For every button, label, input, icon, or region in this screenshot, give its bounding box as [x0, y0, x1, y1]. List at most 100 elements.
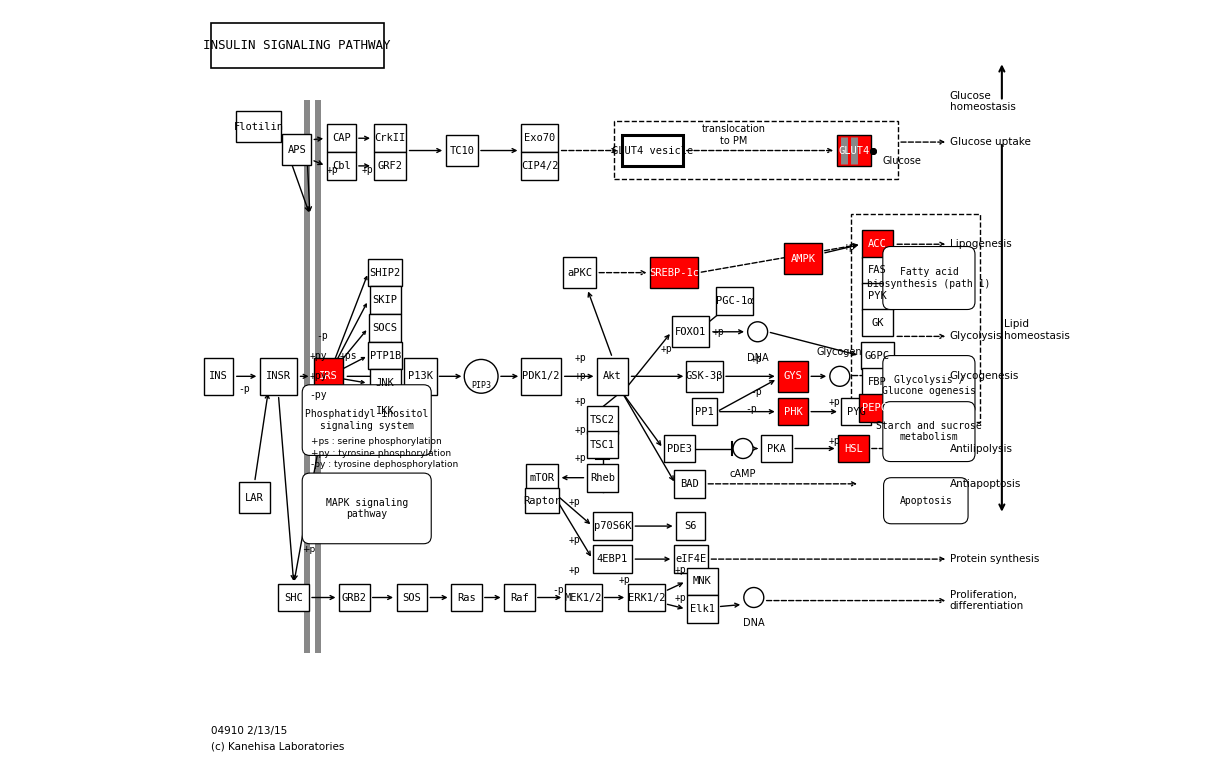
Text: HSL: HSL: [845, 443, 863, 454]
Text: GSK-3β: GSK-3β: [686, 371, 723, 382]
Text: +p: +p: [327, 164, 339, 175]
FancyBboxPatch shape: [316, 100, 322, 653]
FancyBboxPatch shape: [693, 398, 717, 425]
Text: G6PC: G6PC: [865, 350, 890, 361]
Text: (c) Kanehisa Laboratories: (c) Kanehisa Laboratories: [211, 741, 345, 752]
FancyBboxPatch shape: [862, 230, 893, 258]
FancyBboxPatch shape: [302, 385, 431, 455]
Text: FAS: FAS: [868, 265, 887, 276]
Text: MEK1/2: MEK1/2: [565, 592, 602, 603]
Text: Raf: Raf: [510, 592, 529, 603]
FancyBboxPatch shape: [304, 100, 310, 653]
Text: +p: +p: [660, 343, 672, 354]
Text: -p: -p: [552, 584, 564, 595]
Text: translocation
to PM: translocation to PM: [701, 124, 766, 146]
FancyBboxPatch shape: [783, 243, 822, 274]
FancyBboxPatch shape: [327, 124, 355, 152]
Text: -p: -p: [237, 383, 249, 394]
FancyBboxPatch shape: [504, 584, 535, 611]
Text: +py: +py: [310, 350, 327, 361]
Text: +p: +p: [618, 574, 630, 585]
FancyBboxPatch shape: [211, 23, 383, 68]
Text: PKA: PKA: [768, 443, 786, 454]
FancyBboxPatch shape: [587, 406, 618, 434]
Text: +p: +p: [362, 164, 374, 175]
Text: DNA: DNA: [743, 618, 765, 628]
Text: +py: +py: [310, 370, 327, 381]
FancyBboxPatch shape: [370, 286, 400, 314]
Text: LAR: LAR: [246, 492, 264, 503]
FancyBboxPatch shape: [374, 152, 406, 180]
FancyBboxPatch shape: [860, 342, 894, 369]
Text: +ps : serine phosphorylation: +ps : serine phosphorylation: [311, 437, 441, 446]
FancyBboxPatch shape: [302, 473, 431, 544]
Text: GK: GK: [871, 317, 883, 328]
FancyBboxPatch shape: [369, 314, 401, 342]
FancyBboxPatch shape: [672, 316, 710, 347]
FancyBboxPatch shape: [676, 512, 705, 540]
Text: Glycogen: Glycogen: [817, 347, 863, 357]
Text: CAP: CAP: [333, 133, 351, 144]
FancyBboxPatch shape: [628, 584, 665, 611]
FancyBboxPatch shape: [674, 545, 707, 573]
FancyBboxPatch shape: [593, 545, 631, 573]
FancyBboxPatch shape: [563, 257, 595, 288]
Text: cAMP: cAMP: [730, 469, 757, 479]
Text: BAD: BAD: [680, 478, 699, 489]
FancyBboxPatch shape: [370, 369, 400, 397]
Text: +p: +p: [844, 242, 856, 253]
Text: -p: -p: [745, 404, 757, 415]
FancyBboxPatch shape: [883, 247, 975, 310]
Text: DNA: DNA: [747, 353, 769, 362]
Text: Flotilin: Flotilin: [234, 121, 283, 132]
FancyBboxPatch shape: [282, 134, 311, 165]
FancyBboxPatch shape: [260, 358, 296, 395]
Text: +p: +p: [829, 435, 840, 446]
Text: +p: +p: [674, 564, 686, 575]
Text: 04910 2/13/15: 04910 2/13/15: [211, 726, 287, 737]
Circle shape: [747, 322, 768, 342]
Text: -p: -p: [316, 331, 328, 342]
Text: +p: +p: [575, 353, 586, 363]
Text: Proliferation,
differentiation: Proliferation, differentiation: [950, 590, 1024, 611]
Text: SREBP-1c: SREBP-1c: [649, 267, 699, 278]
FancyBboxPatch shape: [446, 135, 478, 166]
Text: -py : tyrosine dephosphorylation: -py : tyrosine dephosphorylation: [311, 460, 458, 469]
Text: INSR: INSR: [266, 371, 290, 382]
Text: IKK: IKK: [376, 406, 394, 416]
Text: Exo70: Exo70: [524, 133, 556, 144]
FancyBboxPatch shape: [204, 358, 233, 395]
FancyBboxPatch shape: [521, 124, 558, 152]
Text: Elk1: Elk1: [689, 604, 715, 614]
Text: TSC2: TSC2: [590, 415, 615, 425]
FancyBboxPatch shape: [841, 398, 871, 425]
Text: PHK: PHK: [783, 406, 803, 417]
FancyBboxPatch shape: [651, 257, 698, 288]
Text: +py : tyrosine phosphorylation: +py : tyrosine phosphorylation: [311, 449, 451, 458]
FancyBboxPatch shape: [313, 358, 343, 395]
FancyBboxPatch shape: [278, 584, 310, 611]
Text: P13K: P13K: [408, 371, 433, 382]
Text: Glycolysis: Glycolysis: [950, 331, 1003, 342]
FancyBboxPatch shape: [521, 152, 558, 180]
FancyBboxPatch shape: [836, 135, 870, 166]
Text: Starch and sucrose
metabolism: Starch and sucrose metabolism: [876, 421, 982, 442]
Text: PP1: PP1: [695, 406, 715, 417]
Text: GLUT4: GLUT4: [837, 145, 869, 156]
FancyBboxPatch shape: [674, 470, 705, 498]
FancyBboxPatch shape: [687, 568, 718, 595]
Text: GRB2: GRB2: [342, 592, 368, 603]
FancyBboxPatch shape: [565, 584, 601, 611]
FancyBboxPatch shape: [859, 394, 895, 422]
Text: +p: +p: [575, 370, 586, 381]
Text: Antilipolysis: Antilipolysis: [950, 443, 1012, 454]
Text: GYS: GYS: [783, 371, 803, 382]
Text: p70S6K: p70S6K: [594, 521, 631, 531]
Text: mTOR: mTOR: [529, 472, 554, 483]
Text: +p: +p: [751, 353, 762, 364]
Text: ERK1/2: ERK1/2: [628, 592, 665, 603]
Text: SOS: SOS: [402, 592, 422, 603]
Text: +p: +p: [712, 326, 724, 337]
FancyBboxPatch shape: [339, 584, 370, 611]
Text: GRF2: GRF2: [377, 161, 402, 171]
